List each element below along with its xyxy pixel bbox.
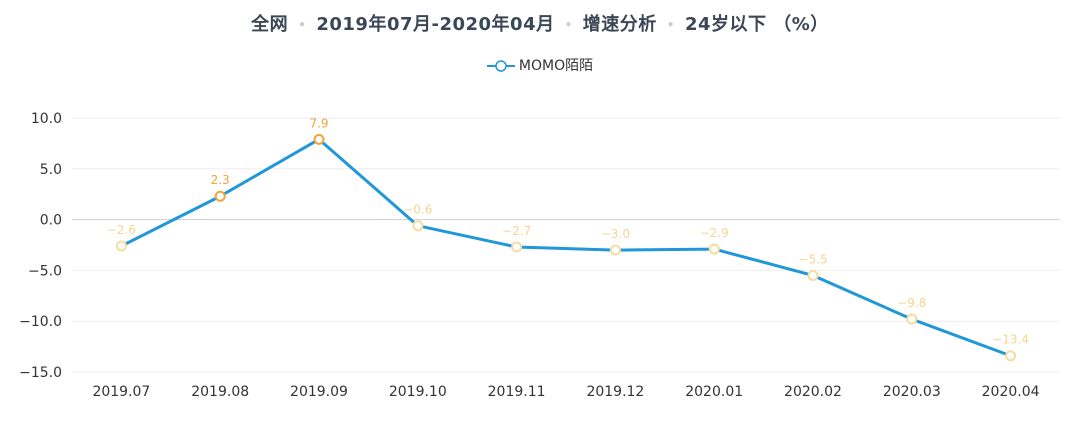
x-tick-label: 2019.11: [488, 384, 546, 400]
data-label: −0.6: [403, 203, 432, 217]
data-point: [1005, 350, 1017, 362]
data-point: [807, 269, 819, 281]
x-tick-label: 2020.03: [883, 384, 941, 400]
data-label: −5.5: [798, 252, 827, 266]
y-tick-label: −15.0: [19, 365, 62, 381]
y-tick-label: 10.0: [31, 111, 62, 127]
chart-legend[interactable]: MOMO陌陌: [0, 55, 1080, 75]
data-point: [214, 190, 226, 202]
title-period: 2019年07月-2020年04月: [316, 14, 555, 35]
title-metric: 增速分析: [582, 14, 657, 35]
data-point: [708, 243, 720, 255]
x-tick-label: 2020.04: [982, 384, 1040, 400]
data-label: −2.6: [107, 223, 136, 237]
data-label: −2.9: [700, 226, 729, 240]
legend-line-marker-icon: [486, 60, 515, 72]
data-point: [313, 133, 325, 145]
data-point: [511, 241, 523, 253]
data-label: −13.4: [992, 333, 1029, 347]
title-separator: •: [666, 18, 675, 32]
title-separator: •: [564, 18, 573, 32]
y-tick-label: −5.0: [28, 263, 62, 279]
y-tick-label: −10.0: [19, 314, 62, 330]
legend-series-label: MOMO陌陌: [518, 58, 594, 74]
x-tick-label: 2019.10: [389, 384, 447, 400]
x-tick-label: 2020.01: [685, 384, 743, 400]
x-tick-label: 2019.12: [586, 384, 644, 400]
x-tick-label: 2019.08: [191, 384, 249, 400]
data-label: 2.3: [211, 173, 230, 187]
title-scope: 全网: [251, 14, 289, 35]
title-separator: •: [298, 18, 307, 32]
data-label: −2.7: [502, 224, 531, 238]
x-tick-label: 2019.09: [290, 384, 348, 400]
y-tick-label: 0.0: [40, 213, 62, 229]
data-point: [609, 244, 621, 256]
series-line: [120, 137, 1012, 358]
data-point: [115, 240, 127, 252]
y-tick-label: 5.0: [40, 162, 62, 178]
x-tick-label: 2020.02: [784, 384, 842, 400]
data-label: −9.8: [897, 296, 926, 310]
data-point: [412, 220, 424, 232]
chart-title: 全网 • 2019年07月-2020年04月 • 增速分析 • 24岁以下 （%）: [0, 10, 1080, 36]
title-segment: 24岁以下 （%）: [684, 14, 829, 35]
data-point: [906, 313, 918, 325]
data-label: −3.0: [601, 227, 630, 241]
data-label: 7.9: [309, 116, 328, 130]
x-tick-label: 2019.07: [92, 384, 150, 400]
